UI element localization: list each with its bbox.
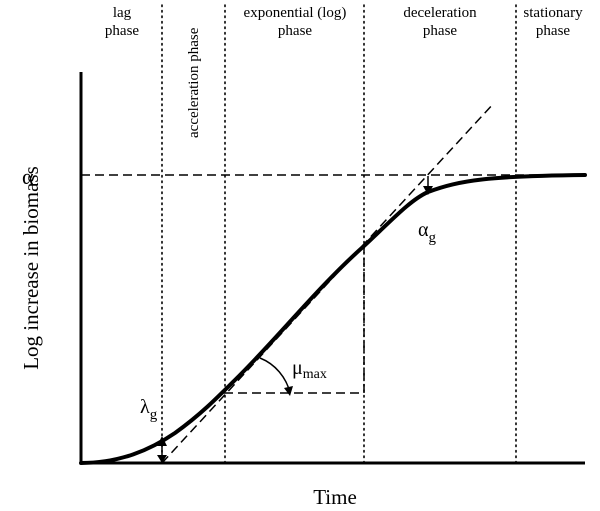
phase-label-stationary-line2: phase xyxy=(536,23,570,39)
growth-curve xyxy=(79,173,587,465)
lambda-g-base: λ xyxy=(140,396,150,418)
phase-label-deceleration-line2: phase xyxy=(423,23,457,39)
alpha-g-base: α xyxy=(418,219,429,241)
phase-dividers xyxy=(161,4,517,464)
phase-label-deceleration-line1: deceleration xyxy=(403,5,477,21)
mu-max-sub: max xyxy=(303,367,327,382)
slope-triangle xyxy=(224,247,365,394)
lambda-g-symbol: λg xyxy=(140,396,158,423)
slope-angle-arrowhead xyxy=(284,386,293,396)
lambda-g-sub: g xyxy=(150,407,158,423)
alpha-g-sub: g xyxy=(428,230,436,246)
phase-label-lag-line1: lag xyxy=(113,5,132,21)
y-axis-title: Log increase in biomass xyxy=(19,166,43,370)
phase-label-exponential-line2: phase xyxy=(278,23,312,39)
phase-label-lag-line2: phase xyxy=(105,23,139,39)
mu-max-base: μ xyxy=(292,357,303,379)
alpha-g-symbol: αg xyxy=(418,219,436,246)
lag-time-arrow xyxy=(157,436,167,463)
alpha-g-arrow xyxy=(423,176,433,195)
phase-label-acceleration: acceleration phase xyxy=(186,27,202,138)
phase-label-exponential-line1: exponential (log) xyxy=(244,5,347,21)
x-axis-title: Time xyxy=(313,485,357,509)
phase-label-stationary-line1: stationary xyxy=(523,5,583,21)
alpha-symbol: α xyxy=(22,164,34,189)
mu-max-symbol: μmax xyxy=(292,357,327,382)
